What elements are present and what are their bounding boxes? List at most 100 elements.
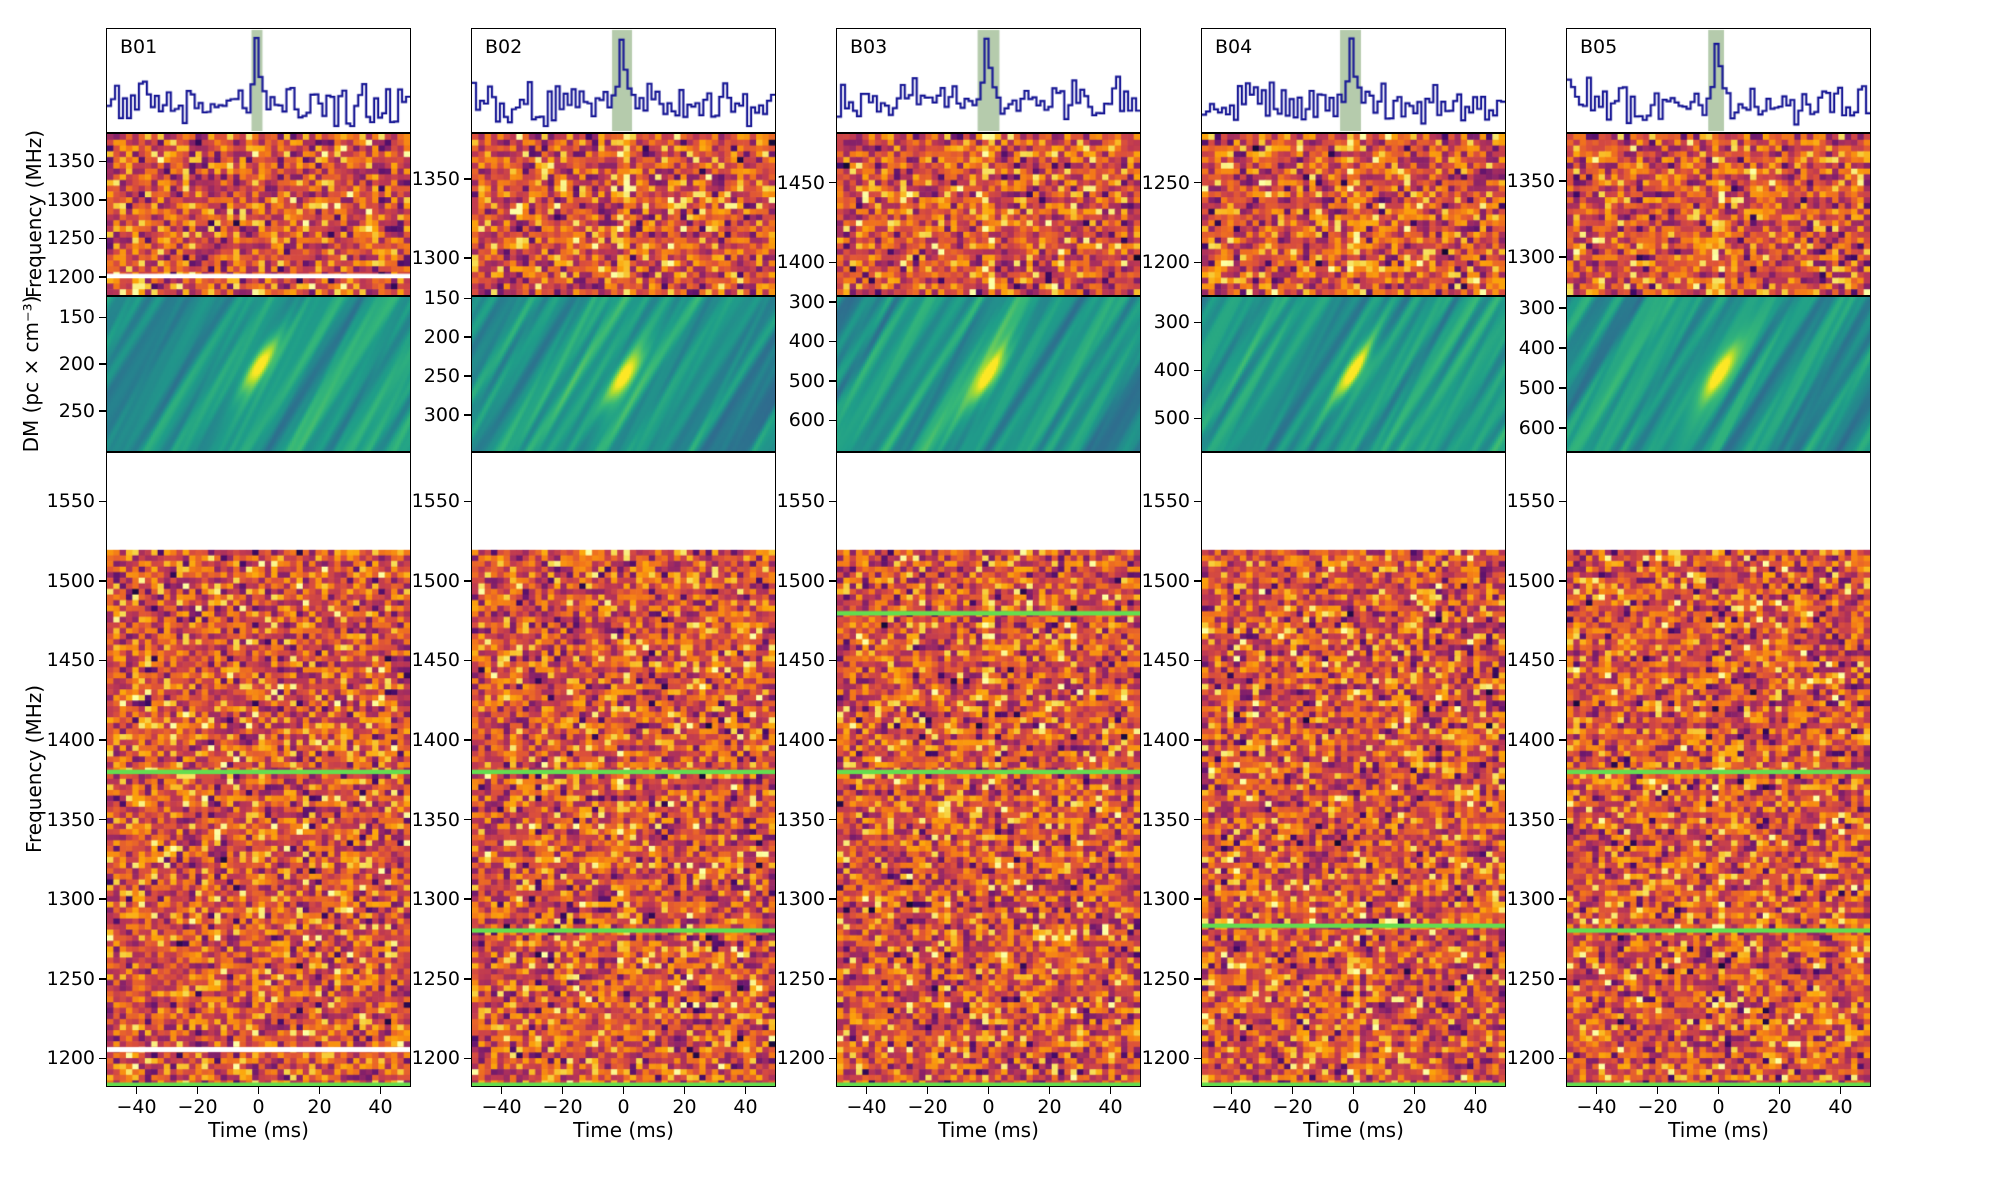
y-tick-mark <box>1194 580 1201 582</box>
time-axis-label: Time (ms) <box>573 1118 674 1142</box>
x-tick-mark <box>135 1087 138 1094</box>
full-waterfall-panel-B05 <box>1566 452 1871 1087</box>
y-tick-label: 1250 <box>411 967 460 990</box>
y-tick-mark <box>1559 255 1566 258</box>
y-tick-mark <box>1559 898 1566 900</box>
y-tick-mark <box>99 500 106 503</box>
y-tick-mark <box>1194 369 1201 372</box>
dm-time-canvas-B05 <box>1567 297 1870 451</box>
x-tick-label: 40 <box>1828 1096 1853 1118</box>
x-tick-mark <box>1291 1087 1294 1094</box>
burst-id-label: B02 <box>485 36 523 58</box>
y-tick-label: 1500 <box>776 569 825 592</box>
y-tick-mark <box>1194 898 1201 900</box>
y-tick-mark <box>1559 977 1566 980</box>
y-tick-mark <box>99 1057 106 1060</box>
y-tick-mark <box>829 898 836 900</box>
y-tick-label: 1300 <box>46 888 95 911</box>
x-tick-label: 40 <box>368 1096 393 1118</box>
y-tick-label: 1550 <box>411 490 460 513</box>
y-tick-label: 400 <box>1153 359 1190 382</box>
y-tick-mark <box>1194 500 1201 503</box>
y-tick-label: 1450 <box>1141 649 1190 672</box>
y-tick-label: 500 <box>1153 407 1190 430</box>
x-tick-label: 40 <box>1098 1096 1123 1118</box>
time-axis-label: Time (ms) <box>208 1118 309 1142</box>
y-tick-mark <box>464 257 471 259</box>
x-tick-mark <box>318 1087 321 1094</box>
pulse-profile-panel-B05: B05 <box>1566 28 1871 133</box>
y-tick-mark <box>829 380 836 382</box>
y-tick-label: 1200 <box>776 1047 825 1070</box>
y-tick-mark <box>99 580 106 582</box>
dm-time-canvas-B03 <box>837 297 1140 451</box>
y-tick-label: 1300 <box>1506 245 1555 268</box>
y-tick-label: 300 <box>788 290 825 313</box>
x-tick-mark <box>1717 1087 1720 1094</box>
x-tick-label: 20 <box>1402 1096 1427 1118</box>
y-tick-label: 600 <box>1518 417 1555 439</box>
y-tick-mark <box>99 237 106 240</box>
full-waterfall-panel-B03 <box>836 452 1141 1087</box>
zoom-waterfall-panel-B04 <box>1201 133 1506 296</box>
y-tick-mark <box>99 316 106 319</box>
y-tick-label: 1550 <box>46 490 95 513</box>
y-tick-label: 250 <box>58 399 95 422</box>
dm-time-panel-B04 <box>1201 296 1506 452</box>
x-tick-label: −20 <box>1272 1096 1313 1118</box>
y-tick-mark <box>829 659 836 662</box>
y-tick-label: 1350 <box>776 808 825 831</box>
y-tick-mark <box>829 739 836 741</box>
y-tick-mark <box>1559 659 1566 662</box>
x-tick-mark <box>1230 1087 1233 1094</box>
y-tick-mark <box>99 898 106 900</box>
y-tick-label: 600 <box>788 409 825 432</box>
zoom-waterfall-panel-B05 <box>1566 133 1871 296</box>
y-tick-mark <box>1559 739 1566 741</box>
y-tick-label: 1500 <box>46 569 95 592</box>
x-tick-label: 20 <box>307 1096 332 1118</box>
dm-time-canvas-B04 <box>1202 297 1505 451</box>
x-tick-mark <box>1048 1087 1051 1094</box>
y-tick-label: 1400 <box>776 251 825 274</box>
y-tick-label: 250 <box>423 364 460 387</box>
y-tick-label: 1250 <box>1141 967 1190 990</box>
y-tick-mark <box>1194 1057 1201 1060</box>
dm-time-panel-B01 <box>106 296 411 452</box>
y-tick-mark <box>464 818 471 821</box>
y-tick-label: 1200 <box>411 1047 460 1070</box>
y-tick-mark <box>829 818 836 821</box>
x-tick-label: −40 <box>846 1096 887 1118</box>
y-tick-label: 1350 <box>1506 170 1555 193</box>
x-tick-label: −20 <box>907 1096 948 1118</box>
y-tick-label: 1200 <box>1141 251 1190 274</box>
x-tick-mark <box>500 1087 503 1094</box>
y-tick-mark <box>99 199 106 201</box>
y-tick-label: 1400 <box>46 729 95 752</box>
y-tick-label: 1200 <box>1141 1047 1190 1070</box>
x-tick-mark <box>1413 1087 1416 1094</box>
y-tick-label: 1300 <box>1141 888 1190 911</box>
x-tick-mark <box>196 1087 199 1094</box>
y-tick-label: 1350 <box>46 808 95 831</box>
time-axis-label: Time (ms) <box>938 1118 1039 1142</box>
y-tick-mark <box>464 898 471 900</box>
y-tick-mark <box>464 336 471 338</box>
x-tick-mark <box>744 1087 747 1094</box>
pulse-profile-panel-B03: B03 <box>836 28 1141 133</box>
y-tick-mark <box>99 977 106 980</box>
burst-id-label: B04 <box>1215 36 1253 58</box>
x-tick-mark <box>1839 1087 1842 1094</box>
y-tick-mark <box>829 500 836 503</box>
y-tick-mark <box>1194 977 1201 980</box>
y-tick-mark <box>1194 261 1201 264</box>
pulse-profile-canvas-B04 <box>1202 29 1505 132</box>
y-tick-mark <box>829 580 836 582</box>
y-tick-mark <box>829 1057 836 1060</box>
full-waterfall-canvas-B04 <box>1202 453 1505 1086</box>
y-tick-label: 1450 <box>46 649 95 672</box>
x-tick-label: 0 <box>1347 1096 1360 1118</box>
y-tick-label: 1550 <box>1141 490 1190 513</box>
y-tick-label: 1500 <box>1506 569 1555 592</box>
